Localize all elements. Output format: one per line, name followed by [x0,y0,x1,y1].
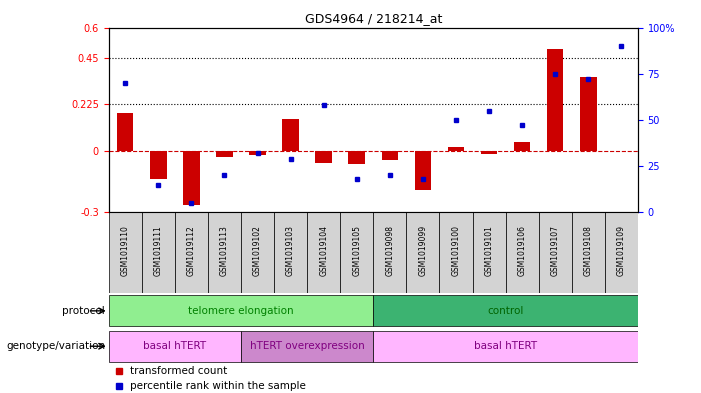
Text: telomere elongation: telomere elongation [188,306,294,316]
FancyBboxPatch shape [407,212,440,293]
FancyBboxPatch shape [572,212,605,293]
Bar [117,113,133,151]
Text: transformed count: transformed count [130,366,227,376]
Text: GSM1019101: GSM1019101 [484,226,494,276]
Bar [183,151,200,205]
Text: GSM1019106: GSM1019106 [517,226,526,276]
Title: GDS4964 / 218214_at: GDS4964 / 218214_at [305,12,442,25]
Text: basal hTERT: basal hTERT [143,341,206,351]
FancyBboxPatch shape [307,212,340,293]
FancyBboxPatch shape [440,212,472,293]
Bar [150,151,167,179]
Text: control: control [487,306,524,316]
Bar [216,151,233,157]
Text: percentile rank within the sample: percentile rank within the sample [130,381,306,391]
Text: protocol: protocol [62,306,105,316]
FancyBboxPatch shape [274,212,307,293]
FancyBboxPatch shape [374,212,407,293]
Bar [381,151,398,160]
FancyBboxPatch shape [505,212,538,293]
FancyBboxPatch shape [374,295,638,327]
FancyBboxPatch shape [538,212,572,293]
Bar [514,142,531,151]
Text: GSM1019112: GSM1019112 [187,226,196,276]
Text: GSM1019105: GSM1019105 [352,226,361,276]
FancyBboxPatch shape [241,212,274,293]
FancyBboxPatch shape [175,212,208,293]
Bar [250,151,266,155]
Text: GSM1019098: GSM1019098 [386,226,395,276]
Text: GSM1019111: GSM1019111 [154,226,163,276]
Bar [448,147,464,151]
FancyBboxPatch shape [109,295,374,327]
FancyBboxPatch shape [374,331,638,362]
Bar [283,119,299,151]
FancyBboxPatch shape [142,212,175,293]
FancyBboxPatch shape [472,212,505,293]
Bar [580,77,597,151]
FancyBboxPatch shape [109,212,142,293]
FancyBboxPatch shape [241,331,374,362]
Text: GSM1019104: GSM1019104 [319,226,328,276]
Text: GSM1019103: GSM1019103 [286,226,295,276]
Text: GSM1019099: GSM1019099 [418,225,428,276]
Bar [547,49,564,151]
Text: basal hTERT: basal hTERT [474,341,537,351]
Text: GSM1019100: GSM1019100 [451,226,461,276]
Bar [315,151,332,163]
Bar [414,151,431,190]
Text: hTERT overexpression: hTERT overexpression [250,341,365,351]
Text: GSM1019113: GSM1019113 [220,226,229,276]
Text: GSM1019109: GSM1019109 [617,226,626,276]
FancyBboxPatch shape [340,212,374,293]
Text: GSM1019102: GSM1019102 [253,226,262,276]
FancyBboxPatch shape [208,212,241,293]
FancyBboxPatch shape [605,212,638,293]
Text: GSM1019107: GSM1019107 [551,226,559,276]
Text: GSM1019108: GSM1019108 [584,226,593,276]
FancyBboxPatch shape [109,331,241,362]
Text: genotype/variation: genotype/variation [6,341,105,351]
Text: GSM1019110: GSM1019110 [121,226,130,276]
Bar [481,151,497,154]
Bar [348,151,365,164]
